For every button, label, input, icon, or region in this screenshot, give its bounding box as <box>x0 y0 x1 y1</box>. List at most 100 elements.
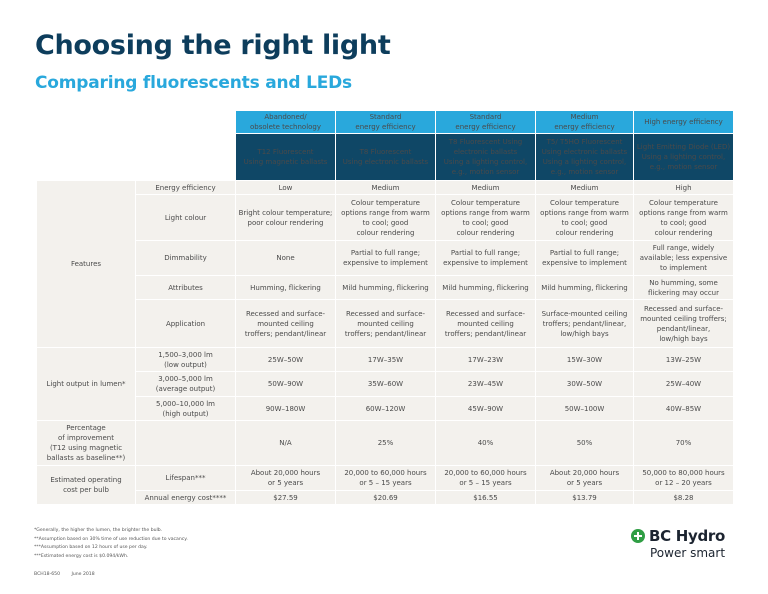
table-cell: About 20,000 hours or 5 years <box>235 465 336 491</box>
table-cell: Mild humming, flickering <box>535 275 634 300</box>
table-row-light-colour: Light colour Bright colour temperature; … <box>37 194 734 241</box>
table-cell: 20,000 to 60,000 hours or 5 – 15 years <box>435 465 536 491</box>
technology-header-row: T12 Fluorescent Using magnetic ballasts … <box>36 133 734 181</box>
row-label: Lifespan*** <box>135 465 236 491</box>
row-label: Annual energy cost**** <box>135 490 236 505</box>
technology-header: Light Emitting Diode (LED) Using a light… <box>633 133 734 181</box>
table-cell: Partial to full range; expensive to impl… <box>435 240 536 276</box>
table-row-annual-cost: Annual energy cost**** $27.59 $20.69 $16… <box>37 490 734 505</box>
table-cell: Partial to full range; expensive to impl… <box>535 240 634 276</box>
row-label: Dimmability <box>135 240 236 276</box>
table-cell: 50% <box>535 420 634 466</box>
table-cell: 50W–100W <box>535 396 634 421</box>
table-cell: No humming, some flickering may occur <box>633 275 734 300</box>
category-header: Standard energy efficiency <box>335 111 436 134</box>
bc-hydro-logo: BC Hydro Power smart <box>631 527 725 560</box>
document-date: June 2018 <box>71 572 95 577</box>
table-cell: 50,000 to 80,000 hours or 12 – 20 years <box>633 465 734 491</box>
table-cell: Recessed and surface- mounted ceiling tr… <box>435 299 536 348</box>
table-cell: $27.59 <box>235 490 336 505</box>
table-cell: Colour temperature options range from wa… <box>435 194 536 241</box>
table-cell: Recessed and surface- mounted ceiling tr… <box>633 299 734 348</box>
table-cell: Humming, flickering <box>235 275 336 300</box>
table-cell: Colour temperature options range from wa… <box>535 194 634 241</box>
table-cell: $20.69 <box>335 490 436 505</box>
table-cell: None <box>235 240 336 276</box>
table-cell: Mild humming, flickering <box>435 275 536 300</box>
table-row-application: Application Recessed and surface- mounte… <box>37 299 734 348</box>
table-row-improvement: Percentage of improvement (T12 using mag… <box>36 420 734 466</box>
row-label: 1,500–3,000 lm (low output) <box>135 347 236 372</box>
category-header: Standard energy efficiency <box>435 111 536 134</box>
table-cell: 40% <box>435 420 536 466</box>
group-label-features: Features <box>36 180 136 348</box>
table-row-average-output: 3,000–5,000 lm (average output) 50W–90W … <box>37 371 734 397</box>
table-cell: 35W–60W <box>335 371 436 397</box>
table-cell: Bright colour temperature; poor colour r… <box>235 194 336 241</box>
footnote: ***Estimated energy cost is $0.094/kWh. <box>34 553 129 559</box>
table-cell: Full range, widely available; less expen… <box>633 240 734 276</box>
table-row-high-output: 5,000–10,000 lm (high output) 90W–180W 6… <box>37 396 734 421</box>
table-cell: Recessed and surface- mounted ceiling tr… <box>235 299 336 348</box>
table-cell: 17W–23W <box>435 347 536 372</box>
table-cell: $8.28 <box>633 490 734 505</box>
table-cell: 90W–180W <box>235 396 336 421</box>
row-label: Light colour <box>135 194 236 241</box>
logo-name: BC Hydro <box>649 527 726 545</box>
document-info: BCH18-650 June 2018 <box>34 572 105 577</box>
group-label-light-output: Light output in lumen* <box>36 347 136 421</box>
page-subtitle: Comparing fluorescents and LEDs <box>35 73 352 93</box>
table-cell: 17W–35W <box>335 347 436 372</box>
table-cell: 23W–45W <box>435 371 536 397</box>
comparison-table: Abandoned/ obsolete technology Standard … <box>36 111 734 505</box>
row-label <box>135 420 236 466</box>
table-cell: About 20,000 hours or 5 years <box>535 465 634 491</box>
table-cell: 30W–50W <box>535 371 634 397</box>
bc-hydro-logo-icon <box>631 529 645 543</box>
row-label: Attributes <box>135 275 236 300</box>
table-cell: Medium <box>535 180 634 195</box>
header-spacer <box>36 111 236 134</box>
technology-header: T5/ T5HO Fluorescent Using electronic ba… <box>535 133 634 181</box>
table-row-lifespan: Estimated operating cost per bulb Lifesp… <box>36 465 734 505</box>
table-row-dimmability: Dimmability None Partial to full range; … <box>37 240 734 276</box>
table-cell: 50W–90W <box>235 371 336 397</box>
page-title: Choosing the right light <box>35 30 391 61</box>
group-label-operating-cost: Estimated operating cost per bulb <box>36 465 136 505</box>
table-cell: 20,000 to 60,000 hours or 5 – 15 years <box>335 465 436 491</box>
row-label: 3,000–5,000 lm (average output) <box>135 371 236 397</box>
table-cell: Partial to full range; expensive to impl… <box>335 240 436 276</box>
category-header: High energy efficiency <box>633 111 734 134</box>
footnote: ***Assumption based on 12 hours of use p… <box>34 545 148 550</box>
table-cell: 45W–90W <box>435 396 536 421</box>
table-cell: 25W–40W <box>633 371 734 397</box>
table-cell: N/A <box>235 420 336 466</box>
table-cell: 25% <box>335 420 436 466</box>
table-cell: High <box>633 180 734 195</box>
table-cell: Colour temperature options range from wa… <box>335 194 436 241</box>
category-header: Abandoned/ obsolete technology <box>235 111 336 134</box>
footnotes: *Generally, the higher the lumen, the br… <box>34 527 188 561</box>
table-cell: Medium <box>335 180 436 195</box>
table-cell: $13.79 <box>535 490 634 505</box>
table-cell: 13W–25W <box>633 347 734 372</box>
row-label: Application <box>135 299 236 348</box>
table-cell: Medium <box>435 180 536 195</box>
table-cell: $16.55 <box>435 490 536 505</box>
table-row-attributes: Attributes Humming, flickering Mild humm… <box>37 275 734 300</box>
table-row-low-output: Light output in lumen* 1,500–3,000 lm (l… <box>36 347 734 421</box>
table-cell: Colour temperature options range from wa… <box>633 194 734 241</box>
table-cell: 40W–85W <box>633 396 734 421</box>
category-header: Medium energy efficiency <box>535 111 634 134</box>
table-cell: Surface-mounted ceiling troffers; pendan… <box>535 299 634 348</box>
logo-tagline: Power smart <box>650 546 726 560</box>
table-cell: 15W–30W <box>535 347 634 372</box>
document-code: BCH18-650 <box>34 572 61 577</box>
footnote: *Generally, the higher the lumen, the br… <box>34 528 163 533</box>
row-label: Energy efficiency <box>135 180 236 195</box>
table-row-energy-efficiency: Features Energy efficiency Low Medium Me… <box>36 180 734 348</box>
table-cell: 60W–120W <box>335 396 436 421</box>
table-cell: Mild humming, flickering <box>335 275 436 300</box>
technology-header: T8 Fluorescent Using electronic ballasts… <box>435 133 536 181</box>
technology-header: T8 Fluorescent Using electronic ballasts <box>335 133 436 181</box>
